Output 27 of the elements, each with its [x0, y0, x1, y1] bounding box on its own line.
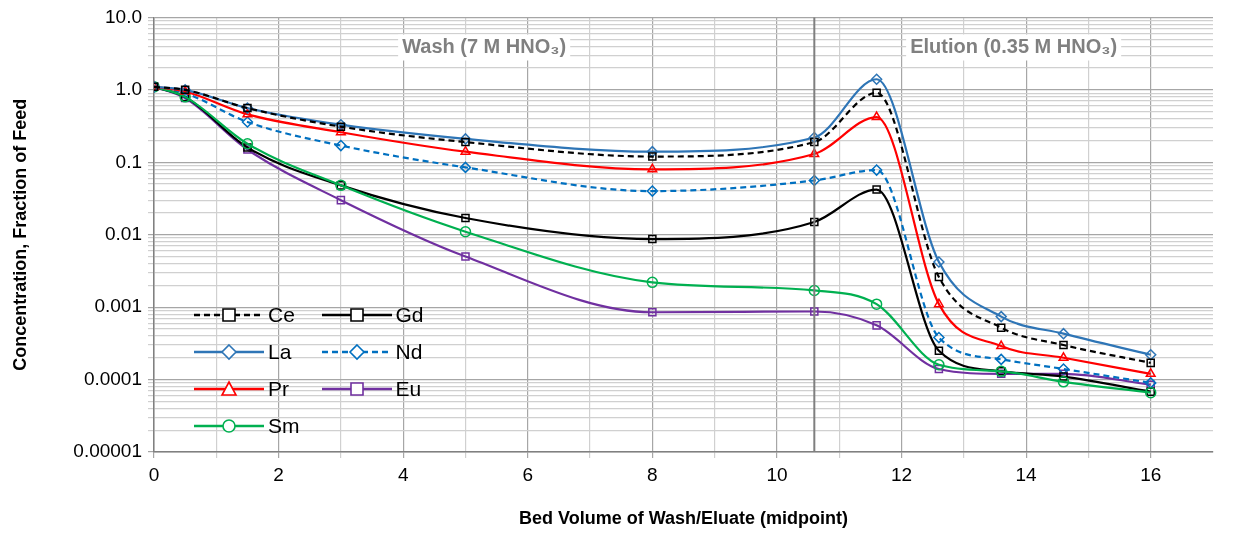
y-tick-label: 0.01	[105, 222, 142, 244]
annotation: Wash (7 M HNO₃)	[402, 34, 567, 57]
y-axis-title: Concentration, Fraction of Feed	[9, 98, 30, 371]
y-tick-label: 0.00001	[73, 440, 142, 462]
legend-label: La	[268, 339, 292, 364]
legend-label: Ce	[268, 302, 295, 327]
x-tick-label: 10	[766, 463, 788, 485]
annotation: Elution (0.35 M HNO₃)	[910, 34, 1118, 57]
x-tick-label: 6	[522, 463, 534, 485]
x-tick-label: 14	[1015, 463, 1038, 485]
x-tick-label: 12	[890, 463, 913, 485]
x-axis-title: Bed Volume of Wash/Eluate (midpoint)	[518, 508, 849, 529]
y-tick-label: 1.0	[115, 78, 142, 100]
x-tick-label: 2	[273, 463, 284, 485]
x-tick-label: 0	[148, 463, 160, 485]
y-tick-label: 0.001	[94, 295, 142, 317]
legend-label: Gd	[395, 302, 424, 327]
legend-label: Pr	[268, 376, 289, 401]
x-tick-label: 8	[647, 463, 658, 485]
legend-label: Sm	[268, 413, 300, 438]
y-tick-label: 0.1	[115, 150, 142, 172]
x-tick-label: 16	[1140, 463, 1162, 485]
y-tick-label: 10.0	[105, 5, 142, 27]
legend-label: Nd	[395, 339, 423, 364]
y-tick-label: 0.0001	[83, 367, 142, 389]
legend-label: Eu	[395, 376, 422, 401]
x-tick-label: 4	[397, 463, 409, 485]
